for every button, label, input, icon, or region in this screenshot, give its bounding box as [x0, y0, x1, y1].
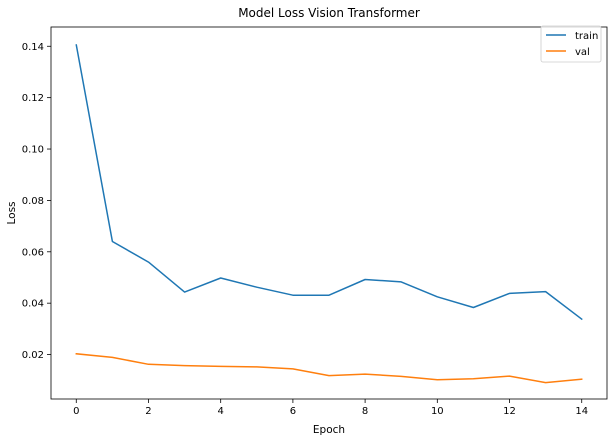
y-tick-label: 0.08: [22, 196, 44, 207]
x-tick-label: 12: [503, 406, 516, 417]
chart-title: Model Loss Vision Transformer: [238, 6, 420, 20]
y-tick-label: 0.02: [22, 350, 44, 361]
x-tick-label: 10: [431, 406, 444, 417]
legend-label-train: train: [575, 31, 598, 42]
y-tick-label: 0.06: [22, 247, 44, 258]
x-tick-label: 8: [362, 406, 368, 417]
legend: train val: [541, 26, 601, 62]
x-tick-label: 2: [145, 406, 151, 417]
x-tick-label: 4: [218, 406, 224, 417]
y-tick-label: 0.14: [22, 42, 44, 53]
x-tick-label: 14: [575, 406, 588, 417]
y-tick-label: 0.04: [22, 299, 44, 310]
y-tick-label: 0.10: [22, 145, 44, 156]
x-axis-label: Epoch: [313, 424, 345, 436]
y-tick-label: 0.12: [22, 93, 44, 104]
x-tick-label: 6: [290, 406, 296, 417]
legend-label-val: val: [575, 47, 590, 58]
y-axis-label: Loss: [6, 201, 18, 224]
x-tick-label: 0: [73, 406, 79, 417]
